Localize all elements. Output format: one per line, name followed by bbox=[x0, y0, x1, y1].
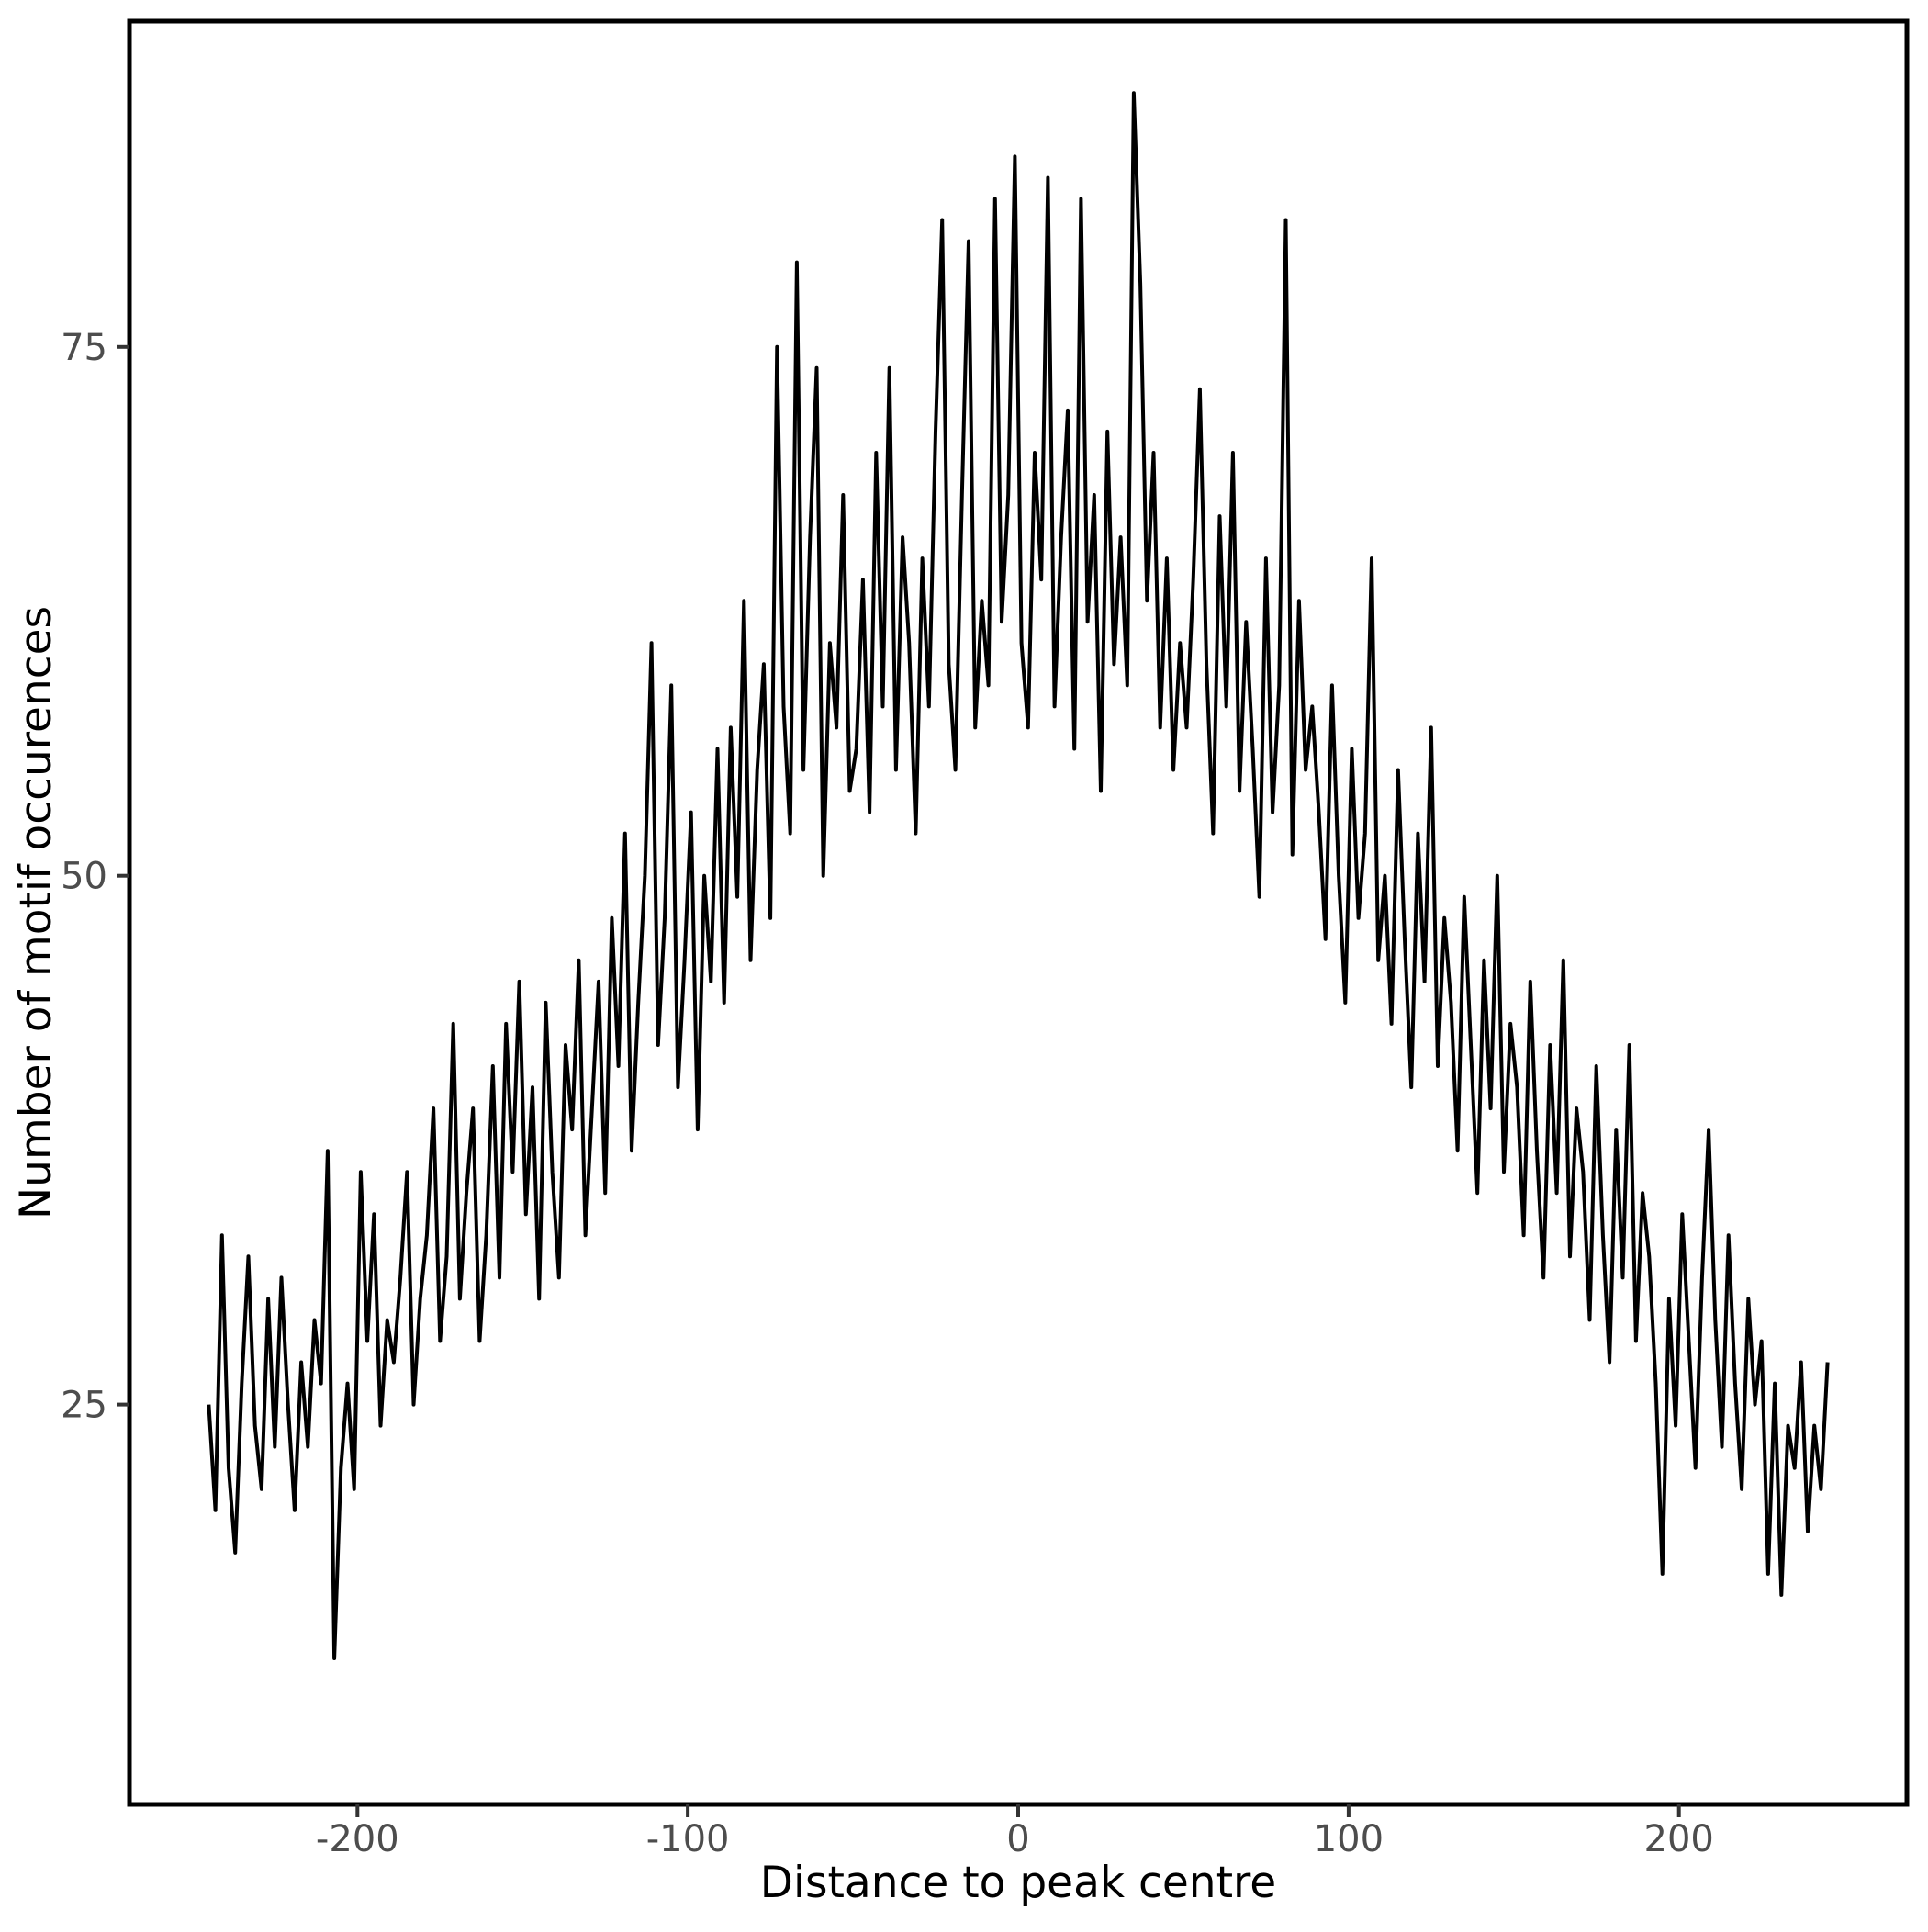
y-axis-title: Number of motif occurences bbox=[11, 606, 62, 1219]
y-tick-label: 50 bbox=[61, 856, 107, 898]
x-tick-label: -100 bbox=[646, 1818, 730, 1860]
x-tick-label: -200 bbox=[316, 1818, 399, 1860]
series-line bbox=[207, 91, 1830, 1660]
y-tick-label: 75 bbox=[61, 327, 107, 369]
data-series bbox=[207, 91, 1830, 1660]
x-axis-ticks: -200 -100 0 100 200 bbox=[316, 1804, 1714, 1860]
y-tick-label: 25 bbox=[61, 1385, 107, 1427]
x-tick-label: 200 bbox=[1644, 1818, 1714, 1860]
x-tick-label: 0 bbox=[1006, 1818, 1029, 1860]
x-axis-title: Distance to peak centre bbox=[760, 1858, 1276, 1908]
y-axis-ticks: 25 50 75 bbox=[61, 327, 129, 1427]
x-tick-label: 100 bbox=[1314, 1818, 1384, 1860]
